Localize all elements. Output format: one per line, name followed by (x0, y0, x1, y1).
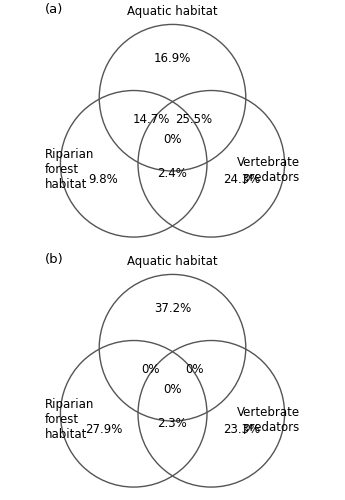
Text: 16.9%: 16.9% (154, 52, 191, 66)
Text: (b): (b) (45, 253, 63, 266)
Text: Aquatic habitat: Aquatic habitat (127, 255, 218, 268)
Text: Vertebrate
predators: Vertebrate predators (237, 156, 300, 184)
Text: 37.2%: 37.2% (154, 302, 191, 316)
Text: Aquatic habitat: Aquatic habitat (127, 5, 218, 18)
Text: 2.4%: 2.4% (158, 168, 187, 180)
Text: 25.5%: 25.5% (176, 113, 213, 126)
Text: Riparian
forest
habitat: Riparian forest habitat (45, 398, 94, 441)
Text: 9.8%: 9.8% (89, 173, 118, 186)
Text: 2.3%: 2.3% (158, 418, 187, 430)
Text: 14.7%: 14.7% (132, 113, 170, 126)
Text: (a): (a) (45, 3, 63, 16)
Text: 0%: 0% (163, 133, 182, 146)
Text: Riparian
forest
habitat: Riparian forest habitat (45, 148, 94, 191)
Text: 0%: 0% (142, 363, 160, 376)
Text: 0%: 0% (163, 383, 182, 396)
Text: 23.3%: 23.3% (223, 423, 260, 436)
Text: 24.3%: 24.3% (223, 173, 260, 186)
Text: 0%: 0% (185, 363, 203, 376)
Text: 27.9%: 27.9% (85, 423, 122, 436)
Text: Vertebrate
predators: Vertebrate predators (237, 406, 300, 433)
